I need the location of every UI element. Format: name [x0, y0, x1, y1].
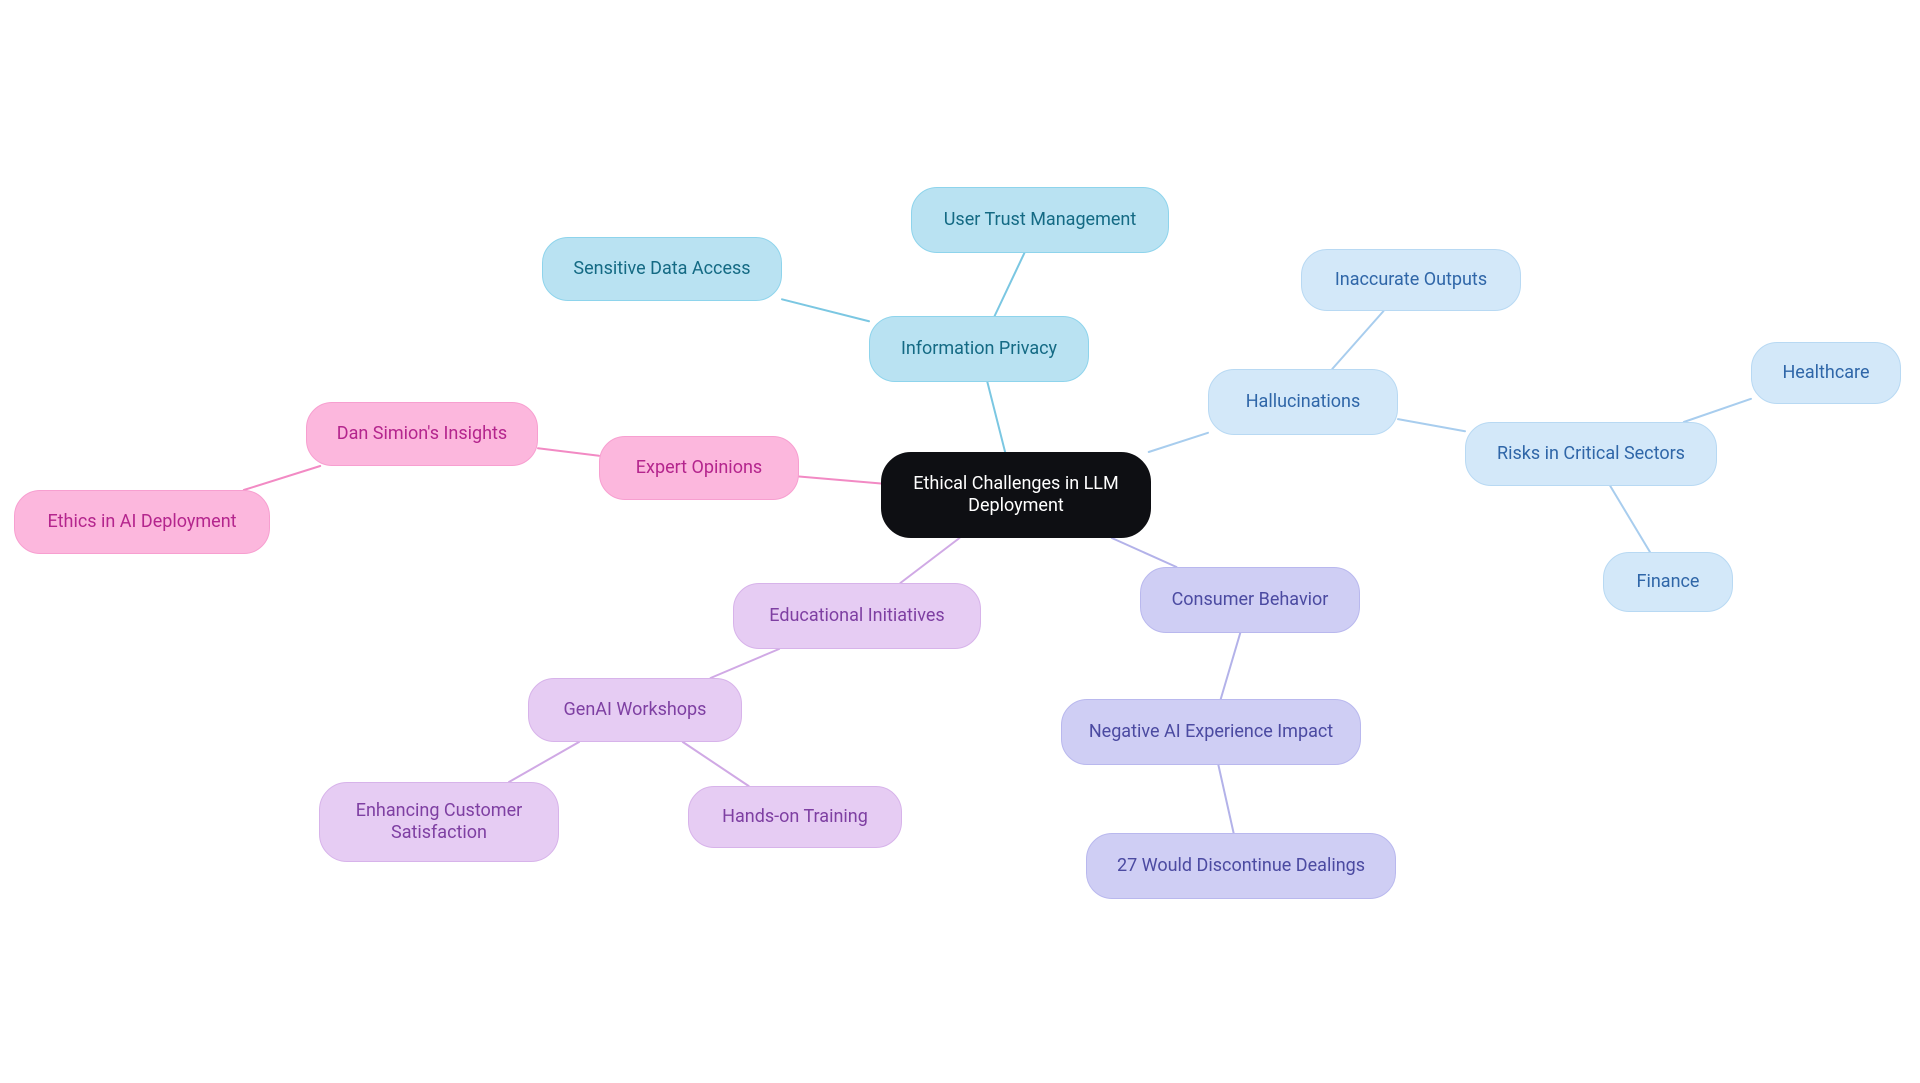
node-genai_ws: GenAI Workshops — [528, 678, 742, 742]
node-sensitive_data: Sensitive Data Access — [542, 237, 782, 301]
node-hands_on: Hands-on Training — [688, 786, 902, 848]
node-dan_simion: Dan Simion's Insights — [306, 402, 538, 466]
edge-layer — [0, 0, 1920, 1083]
node-finance: Finance — [1603, 552, 1733, 612]
edge — [1398, 419, 1465, 431]
node-label: Educational Initiatives — [769, 605, 944, 628]
node-label: Consumer Behavior — [1172, 589, 1329, 612]
node-label: Sensitive Data Access — [573, 258, 750, 281]
edge — [1112, 538, 1177, 567]
node-ethics_deploy: Ethics in AI Deployment — [14, 490, 270, 554]
edge — [683, 742, 749, 786]
node-label: Negative AI Experience Impact — [1089, 721, 1333, 744]
node-label: Ethical Challenges in LLMDeployment — [913, 473, 1118, 518]
node-label: 27 Would Discontinue Dealings — [1117, 855, 1365, 878]
node-label: Hands-on Training — [722, 806, 868, 829]
node-label: GenAI Workshops — [564, 699, 707, 722]
node-label: Finance — [1637, 571, 1700, 594]
node-hallucinations: Hallucinations — [1208, 369, 1398, 435]
edge — [1221, 633, 1241, 699]
edge — [1610, 486, 1650, 552]
node-healthcare: Healthcare — [1751, 342, 1901, 404]
edge — [244, 466, 320, 490]
node-label: Inaccurate Outputs — [1335, 269, 1487, 292]
edge — [1218, 765, 1233, 833]
node-consumer_behavior: Consumer Behavior — [1140, 567, 1360, 633]
node-label: Information Privacy — [901, 338, 1057, 361]
node-info_privacy: Information Privacy — [869, 316, 1089, 382]
node-user_trust: User Trust Management — [911, 187, 1169, 253]
edge — [711, 649, 779, 678]
node-label: Expert Opinions — [636, 457, 762, 480]
node-label: Ethics in AI Deployment — [47, 511, 236, 534]
node-expert_opinions: Expert Opinions — [599, 436, 799, 500]
node-edu_init: Educational Initiatives — [733, 583, 981, 649]
edge — [900, 538, 959, 583]
edge — [987, 382, 1005, 452]
node-root: Ethical Challenges in LLMDeployment — [881, 452, 1151, 538]
edge — [538, 448, 599, 455]
node-neg_impact: Negative AI Experience Impact — [1061, 699, 1361, 765]
node-label: User Trust Management — [944, 209, 1137, 232]
node-label: Healthcare — [1782, 362, 1869, 385]
edge — [509, 742, 579, 782]
mindmap-canvas: Ethical Challenges in LLMDeployment Infor… — [0, 0, 1920, 1083]
node-inaccurate: Inaccurate Outputs — [1301, 249, 1521, 311]
node-label: Hallucinations — [1246, 391, 1361, 414]
node-label: Risks in Critical Sectors — [1497, 443, 1685, 466]
node-label: Enhancing CustomerSatisfaction — [356, 800, 522, 845]
node-discontinue: 27 Would Discontinue Dealings — [1086, 833, 1396, 899]
edge — [782, 299, 869, 321]
edge — [995, 253, 1025, 316]
node-cust_sat: Enhancing CustomerSatisfaction — [319, 782, 559, 862]
node-risks_sectors: Risks in Critical Sectors — [1465, 422, 1717, 486]
edge — [1149, 433, 1208, 452]
edge — [799, 477, 881, 484]
node-label: Dan Simion's Insights — [337, 423, 507, 446]
edge — [1332, 311, 1383, 369]
edge — [1684, 399, 1751, 422]
